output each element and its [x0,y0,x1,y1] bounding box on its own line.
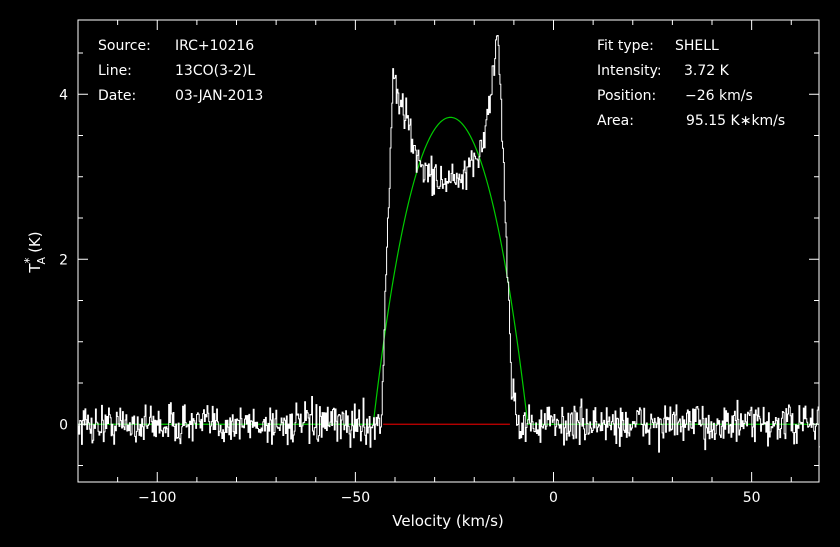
y-tick-label: 4 [59,87,68,103]
x-tick-label: 0 [549,490,558,506]
observed-spectrum-line [78,34,820,453]
info-fit-type-value: SHELL [675,38,719,54]
info-source-key: Source: [98,38,151,54]
y-tick-label: 0 [59,417,68,433]
svg-text:T*A(K): T*A (K) [22,231,48,273]
x-axis-title: Velocity (km/s) [392,512,503,530]
info-intensity-key: Intensity: [597,63,662,79]
info-fit-type-key: Fit type: [597,38,654,54]
y-axis-title: T*A (K) [22,231,48,273]
info-block-left: Source: IRC+10216 Line: 13CO(3-2)L Date:… [98,38,263,104]
ticks-layer: −100 −50 0 50 0 2 4 [59,20,819,506]
info-line-key: Line: [98,63,132,79]
y-axis-title-super: * [22,257,36,263]
data-layer [78,34,820,453]
info-date-value: 03-JAN-2013 [175,88,263,104]
info-date-key: Date: [98,88,136,104]
info-position-value: −26 km/s [685,88,753,104]
plot-frame [77,19,820,483]
x-tick-label: 50 [743,490,761,506]
info-intensity-value: 3.72 K [684,63,730,79]
info-block-right: Fit type: SHELL Intensity: 3.72 K Positi… [597,38,785,129]
y-axis-title-sub: A [35,256,48,264]
y-axis-title-main: T [26,263,44,274]
info-area-key: Area: [597,113,634,129]
info-source-value: IRC+10216 [175,38,254,54]
info-position-key: Position: [597,88,656,104]
x-tick-label: −50 [341,490,371,506]
x-tick-label: −100 [138,490,176,506]
info-line-value: 13CO(3-2)L [175,63,255,79]
y-axis-title-units: (K) [26,231,44,253]
y-tick-label: 2 [59,252,68,268]
info-area-value: 95.15 K∗km/s [686,113,785,129]
